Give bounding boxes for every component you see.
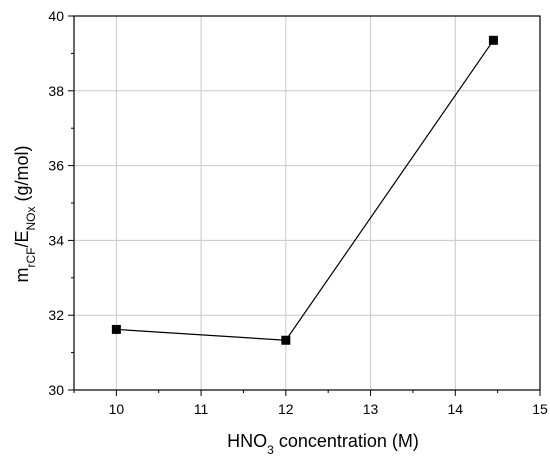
y-tick-label: 36 (48, 158, 64, 174)
y-tick-label: 40 (48, 8, 64, 24)
x-tick-label: 13 (363, 401, 379, 417)
data-series (111, 35, 498, 345)
series-line (116, 39, 494, 341)
y-tick-label: 30 (48, 382, 64, 398)
plot-frame (73, 15, 541, 391)
y-tick-label: 38 (48, 83, 64, 99)
x-tick-label: 14 (447, 401, 463, 417)
x-tick-label: 15 (532, 401, 548, 417)
data-point (281, 335, 291, 345)
y-tick-label: 34 (48, 232, 64, 248)
x-axis-title: HNO3 concentration (M) (227, 431, 419, 457)
x-tick-label: 10 (109, 401, 125, 417)
y-tick-label: 32 (48, 307, 64, 323)
data-point (111, 324, 121, 334)
grid (74, 15, 541, 391)
y-axis-title: mrCF/ENOx (g/mol) (12, 145, 38, 282)
x-tick-label: 12 (278, 401, 294, 417)
x-tick-label: 11 (194, 401, 209, 417)
data-point (488, 35, 498, 45)
ticks: 10 11 12 13 14 15 30 32 34 36 38 40 (48, 8, 548, 417)
